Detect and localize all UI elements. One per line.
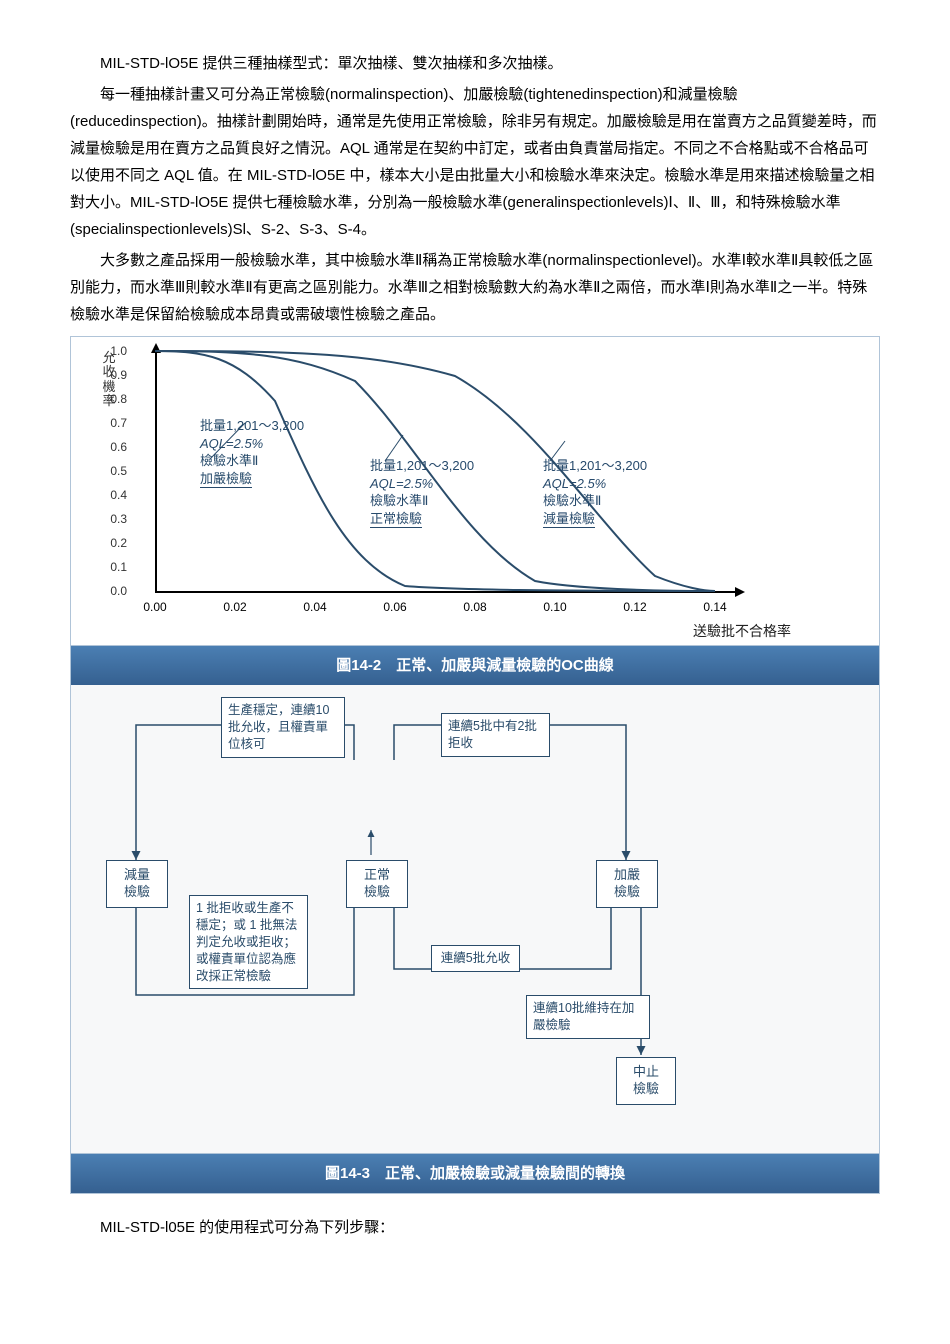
x-tick: 0.14 [703, 597, 726, 619]
annot-line: 檢驗水準Ⅱ [200, 452, 304, 470]
annot-line: 減量檢驗 [543, 511, 595, 528]
annot-line: 批量1,201～3,200 [200, 417, 304, 435]
x-tick: 0.10 [543, 597, 566, 619]
y-tick: 0.9 [110, 369, 127, 381]
y-tick: 0.0 [110, 585, 127, 597]
x-tick: 0.08 [463, 597, 486, 619]
annot-line: AQL=2.5% [370, 475, 474, 493]
figure-14-3-flowchart-area: 生產穩定，連續10批允收，且權責單位核可 連續5批中有2批拒收 減量檢驗 正常檢… [71, 685, 879, 1153]
annot-line: 檢驗水準Ⅱ [370, 492, 474, 510]
y-tick: 0.1 [110, 561, 127, 573]
figure-14-2-and-14-3: 允收機率 1.0 0.9 0.8 0.7 0.6 0.5 0.4 0.3 0.2… [70, 336, 880, 1194]
condition-box-stable: 生產穩定，連續10批允收，且權責單位核可 [221, 697, 345, 758]
node-stop: 中止檢驗 [616, 1057, 676, 1105]
annotation-normal: 批量1,201～3,200 AQL=2.5% 檢驗水準Ⅱ 正常檢驗 [370, 457, 474, 527]
x-tick: 0.06 [383, 597, 406, 619]
paragraph-3: 大多數之產品採用一般檢驗水準，其中檢驗水準Ⅱ稱為正常檢驗水準(normalins… [70, 247, 880, 328]
y-tick: 0.7 [110, 417, 127, 429]
x-tick: 0.12 [623, 597, 646, 619]
y-tick: 0.5 [110, 465, 127, 477]
annotation-tightened: 批量1,201～3,200 AQL=2.5% 檢驗水準Ⅱ 加嚴檢驗 [200, 417, 304, 487]
condition-box-5accept: 連續5批允收 [431, 945, 520, 972]
x-tick: 0.00 [143, 597, 166, 619]
y-tick: 0.6 [110, 441, 127, 453]
node-normal: 正常檢驗 [346, 860, 408, 908]
condition-box-back-to-normal: 1 批拒收或生產不穩定；或 1 批無法判定允收或拒收；或權責單位認為應改採正常檢… [189, 895, 308, 989]
oc-curve-chart: 允收機率 1.0 0.9 0.8 0.7 0.6 0.5 0.4 0.3 0.2… [135, 351, 851, 641]
annot-line: 加嚴檢驗 [200, 471, 252, 488]
annot-line: AQL=2.5% [543, 475, 647, 493]
annotation-reduced: 批量1,201～3,200 AQL=2.5% 檢驗水準Ⅱ 減量檢驗 [543, 457, 647, 527]
paragraph-4: MIL-STD-l05E 的使用程式可分為下列步驟： [70, 1214, 880, 1241]
y-tick: 1.0 [110, 345, 127, 357]
figure-14-2-chart-area: 允收機率 1.0 0.9 0.8 0.7 0.6 0.5 0.4 0.3 0.2… [71, 337, 879, 645]
annot-line: 檢驗水準Ⅱ [543, 492, 647, 510]
figure-14-2-caption: 圖14-2 正常、加嚴與減量檢驗的OC曲線 [71, 645, 879, 685]
x-tick: 0.04 [303, 597, 326, 619]
node-tightened: 加嚴檢驗 [596, 860, 658, 908]
condition-box-5in2reject: 連續5批中有2批拒收 [441, 713, 550, 757]
x-tick: 0.02 [223, 597, 246, 619]
condition-box-10tight: 連續10批維持在加嚴檢驗 [526, 995, 650, 1039]
annot-line: AQL=2.5% [200, 435, 304, 453]
y-tick: 0.2 [110, 537, 127, 549]
annot-line: 正常檢驗 [370, 511, 422, 528]
node-reduced: 減量檢驗 [106, 860, 168, 908]
paragraph-1: MIL-STD-lO5E 提供三種抽樣型式：單次抽樣、雙次抽樣和多次抽樣。 [70, 50, 880, 77]
x-axis-label: 送驗批不合格率 [693, 619, 791, 644]
annot-line: 批量1,201～3,200 [543, 457, 647, 475]
paragraph-2: 每一種抽樣計畫又可分為正常檢驗(normalinspection)、加嚴檢驗(t… [70, 81, 880, 243]
annot-line: 批量1,201～3,200 [370, 457, 474, 475]
y-tick: 0.8 [110, 393, 127, 405]
y-tick: 0.4 [110, 489, 127, 501]
y-tick: 0.3 [110, 513, 127, 525]
figure-14-3-caption: 圖14-3 正常、加嚴檢驗或減量檢驗間的轉換 [71, 1153, 879, 1193]
